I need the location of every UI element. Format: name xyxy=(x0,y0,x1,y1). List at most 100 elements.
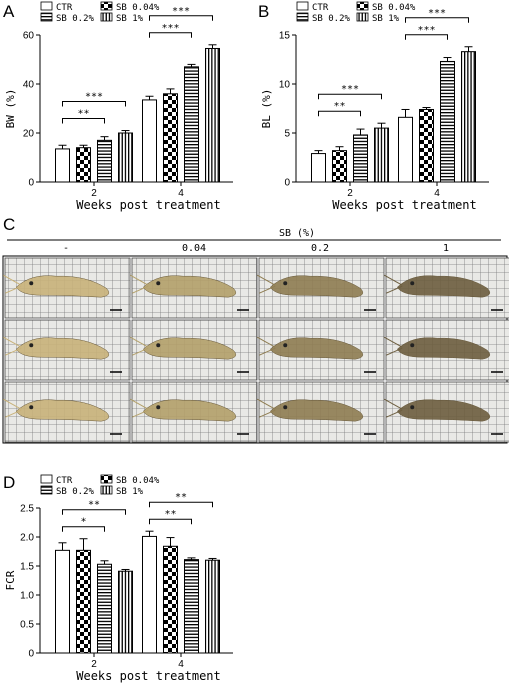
significance-label: *** xyxy=(341,84,359,95)
legend-label: SB 1% xyxy=(372,14,400,24)
shrimp-photo xyxy=(384,257,509,319)
y-axis-label: FCR xyxy=(4,570,17,590)
significance-label: ** xyxy=(164,509,176,520)
y-tick-label: 1.0 xyxy=(20,591,34,602)
shrimp-body xyxy=(269,275,364,298)
x-tick-label: 4 xyxy=(178,188,184,199)
shrimp-eye xyxy=(410,405,415,410)
photo-col-label-4: 1 xyxy=(443,243,449,254)
bar xyxy=(76,147,91,183)
bar xyxy=(184,559,199,654)
bar xyxy=(374,127,389,183)
bar xyxy=(163,545,178,654)
legend-label: CTR xyxy=(312,3,329,13)
chart-fcr: CTR SB 0.04% SB 0.2% SB 1% 0 0.5 1.0 1.5 2.0 2.5 F… xyxy=(4,474,233,683)
y-tick-label: 1.5 xyxy=(20,562,34,573)
y-tick-label: 5 xyxy=(284,129,290,140)
legend-label: SB 0.2% xyxy=(56,487,95,497)
shrimp-body xyxy=(396,337,491,360)
y-tick-label: 40 xyxy=(23,80,35,91)
significance-label: *** xyxy=(161,23,179,34)
legend-label: SB 0.04% xyxy=(372,3,416,13)
significance-label: ** xyxy=(333,101,345,112)
y-tick-label: 0 xyxy=(28,178,34,189)
shrimp-eye xyxy=(410,343,415,348)
y-tick-label: 2.0 xyxy=(20,533,34,544)
photo-col-label-3: 0.2 xyxy=(311,243,329,254)
x-axis-label: Weeks post treatment xyxy=(76,198,221,212)
shrimp-body xyxy=(15,399,110,422)
shrimp-eye xyxy=(283,281,288,286)
significance-label: *** xyxy=(172,6,190,17)
significance-bracket xyxy=(149,15,213,21)
significance-bracket xyxy=(405,34,448,40)
x-tick-label: 2 xyxy=(347,188,353,199)
shrimp-antenna xyxy=(3,274,22,286)
shrimp-antenna xyxy=(259,285,276,294)
legend-swatch xyxy=(40,12,53,22)
photo-col-label-1: - xyxy=(63,243,69,254)
shrimp-body xyxy=(269,337,364,360)
shrimp-eye xyxy=(156,405,161,410)
legend-label: SB 0.04% xyxy=(116,3,160,13)
significance-label: ** xyxy=(88,500,100,511)
shrimp-antenna xyxy=(3,336,22,348)
shrimp-antenna xyxy=(257,336,276,348)
legend-swatch xyxy=(40,474,53,484)
significance-label: *** xyxy=(417,25,435,36)
significance-bracket xyxy=(149,32,192,38)
significance-bracket xyxy=(149,518,192,525)
y-axis-label: BL (%) xyxy=(260,89,273,129)
shrimp-body xyxy=(15,337,110,360)
shrimp-photo xyxy=(130,257,258,319)
shrimp-antenna xyxy=(132,347,149,356)
shrimp-eye xyxy=(156,281,161,286)
significance-bracket xyxy=(318,93,382,100)
shrimp-antenna xyxy=(386,347,403,356)
panel-label-d: D xyxy=(3,473,15,492)
bar xyxy=(76,549,91,654)
chart-bw: CTR SB 0.04% SB 0.2% SB 1% 0 20 40 60 BW (%) 2 4We… xyxy=(4,1,233,212)
photo-panel: SB (%) - 0.04 0.2 1 xyxy=(2,228,509,444)
shrimp-photo xyxy=(257,319,385,381)
x-tick-label: 4 xyxy=(434,188,440,199)
shrimp-antenna xyxy=(130,274,149,286)
shrimp-antenna xyxy=(259,347,276,356)
legend-swatch xyxy=(40,1,53,11)
panel-label-a: A xyxy=(3,2,15,21)
shrimp-photo xyxy=(130,381,258,443)
bar xyxy=(184,66,199,183)
shrimp-antenna xyxy=(5,347,22,356)
shrimp-body xyxy=(396,275,491,298)
significance-bracket xyxy=(62,509,126,515)
legend-swatch xyxy=(356,12,369,22)
y-tick-label: 10 xyxy=(279,80,291,91)
significance-label: ** xyxy=(77,109,89,120)
legend-swatch xyxy=(296,1,309,11)
legend-swatch xyxy=(100,1,113,11)
chart-bl: CTR SB 0.04% SB 0.2% SB 1% 0 5 10 15 BL (%) 2 4Wee… xyxy=(260,1,489,212)
y-tick-label: 0.5 xyxy=(20,620,34,631)
shrimp-eye xyxy=(283,405,288,410)
shrimp-antenna xyxy=(384,336,403,348)
panel-label-b: B xyxy=(258,2,269,21)
legend-swatch xyxy=(100,12,113,22)
legend-swatch xyxy=(296,12,309,22)
bar xyxy=(332,150,347,183)
significance-label: ** xyxy=(175,492,187,503)
shrimp-photo xyxy=(130,319,258,381)
shrimp-body xyxy=(142,399,237,422)
y-tick-label: 20 xyxy=(23,129,35,140)
bar xyxy=(353,134,368,183)
legend-label: CTR xyxy=(56,3,73,13)
bar xyxy=(97,139,112,183)
legend-label: SB 1% xyxy=(116,487,144,497)
bar xyxy=(398,116,413,183)
shrimp-photo xyxy=(3,319,131,381)
legend-label: SB 0.2% xyxy=(312,14,351,24)
shrimp-antenna xyxy=(386,409,403,418)
shrimp-antenna xyxy=(384,274,403,286)
legend-swatch xyxy=(100,485,113,495)
shrimp-antenna xyxy=(257,398,276,410)
